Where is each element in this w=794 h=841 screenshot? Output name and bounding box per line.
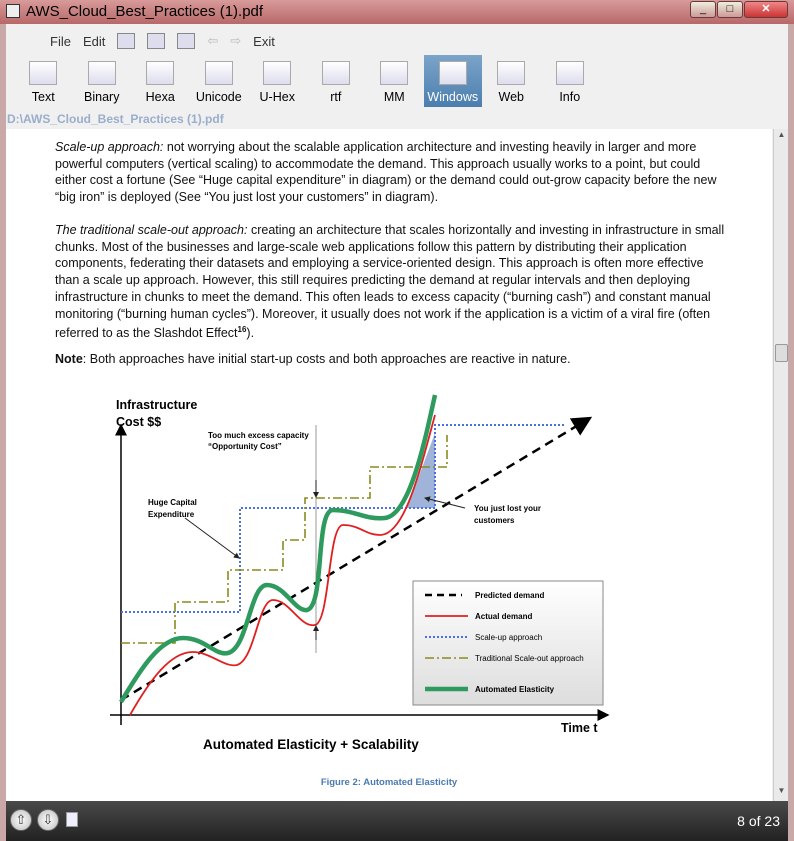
- scroll-thumb[interactable]: [775, 344, 788, 362]
- legend-actual: Actual demand: [475, 612, 532, 621]
- file-path: D:\AWS_Cloud_Best_Practices (1).pdf: [7, 112, 224, 126]
- paragraph-scale-out: The traditional scale-out approach: crea…: [55, 223, 725, 341]
- forward-arrow-icon[interactable]: ⇨: [230, 33, 242, 48]
- annotation-lost: You just lost your: [474, 504, 541, 513]
- title-bar: AWS_Cloud_Best_Practices (1).pdf _ □ ✕: [0, 0, 794, 24]
- toolbar-button-hexa[interactable]: Hexa: [131, 55, 190, 107]
- hexa-doc-icon: [146, 61, 175, 85]
- diagram-title: Automated Elasticity + Scalability: [203, 737, 419, 752]
- toolbar-button-label: Binary: [84, 90, 120, 104]
- scale-out-line: [121, 435, 448, 644]
- menu-file[interactable]: File: [50, 33, 71, 49]
- toolbar-button-label: Windows: [427, 90, 479, 104]
- next-page-icon[interactable]: ⇩: [37, 809, 59, 831]
- paragraph-note: Note: Both approaches have initial start…: [55, 352, 571, 366]
- paragraph-scale-up: Scale-up approach: not worrying about th…: [55, 140, 717, 205]
- back-arrow-icon[interactable]: ⇦: [207, 33, 219, 48]
- toolbar-button-label: MM: [383, 90, 405, 104]
- elasticity-diagram: Infrastructure Cost $$ Time t Automated …: [110, 394, 610, 752]
- bookmark-icon[interactable]: [147, 33, 166, 49]
- uhex-doc-icon: [263, 61, 292, 85]
- menu-exit[interactable]: Exit: [253, 33, 275, 49]
- document-view: Scale-up approach: not worrying about th…: [6, 129, 772, 801]
- app-icon: [6, 4, 20, 18]
- legend-scale-up: Scale-up approach: [475, 633, 542, 642]
- toolbar-button-rtf[interactable]: rtf: [307, 55, 366, 107]
- window-title: AWS_Cloud_Best_Practices (1).pdf: [26, 3, 264, 20]
- x-axis-label: Time t: [561, 721, 598, 735]
- toolbar-button-unicode[interactable]: Unicode: [190, 55, 249, 107]
- toolbar-button-mm[interactable]: MM: [365, 55, 424, 107]
- legend: Predicted demand Actual demand Scale-up …: [412, 580, 604, 706]
- toolbar-button-label: U-Hex: [259, 90, 295, 104]
- page-icon[interactable]: [66, 812, 78, 827]
- toolbar-button-binary[interactable]: Binary: [73, 55, 132, 107]
- app-frame: File Edit ⇦ ⇨ Exit Text Binary Hexa Unicode…: [6, 24, 788, 841]
- toolbar-button-label: Hexa: [145, 90, 175, 104]
- toolbar-button-label: Web: [498, 90, 524, 104]
- menu-bar: File Edit ⇦ ⇨ Exit: [6, 29, 275, 53]
- automated-elasticity-line: [119, 394, 438, 704]
- scroll-up-icon[interactable]: ▲: [777, 130, 786, 139]
- legend-elastic: Automated Elasticity: [475, 685, 555, 694]
- annotation-excess: Too much excess capacity: [208, 431, 309, 440]
- capex-arrow: [184, 517, 240, 559]
- print-icon[interactable]: [177, 33, 196, 49]
- minimize-button[interactable]: _: [690, 1, 716, 18]
- term-scale-up: Scale-up approach:: [55, 140, 164, 154]
- toolbar-button-label: rtf: [330, 90, 342, 104]
- vertical-scrollbar[interactable]: ▲ ▼: [773, 129, 788, 801]
- windows-doc-icon: [438, 61, 467, 85]
- binary-doc-icon: [87, 61, 116, 85]
- annotation-excess-2: “Opportunity Cost”: [208, 442, 282, 451]
- status-bar: ⇧ ⇩ 8 of 23: [6, 801, 788, 841]
- unicode-doc-icon: [204, 61, 233, 85]
- rtf-doc-icon: [321, 61, 350, 85]
- toolbar-button-text[interactable]: Text: [14, 55, 73, 107]
- mm-icon: [380, 61, 409, 85]
- toolbar-button-windows[interactable]: Windows: [423, 55, 482, 107]
- format-toolbar: Text Binary Hexa Unicode U-Hex rtf MM Windows We…: [14, 55, 599, 107]
- close-button[interactable]: ✕: [744, 1, 788, 18]
- annotation-capex-2: Expenditure: [148, 510, 195, 519]
- lost-arrow: [424, 496, 466, 509]
- maximize-button[interactable]: □: [717, 1, 743, 18]
- toolbar-button-web[interactable]: Web: [482, 55, 541, 107]
- legend-predicted: Predicted demand: [475, 591, 544, 600]
- y-axis-label-2: Cost $$: [116, 415, 161, 429]
- menu-edit[interactable]: Edit: [82, 33, 106, 49]
- y-axis-label-1: Infrastructure: [116, 398, 197, 412]
- previous-page-icon[interactable]: ⇧: [10, 809, 32, 831]
- annotation-capex: Huge Capital: [148, 498, 197, 507]
- text-doc-icon: [29, 61, 58, 85]
- toolbar-button-info[interactable]: Info: [541, 55, 600, 107]
- page-indicator: 8 of 23: [737, 813, 780, 829]
- footnote-ref[interactable]: 16: [237, 325, 247, 335]
- scroll-down-icon[interactable]: ▼: [777, 786, 786, 795]
- figure-caption: Figure 2: Automated Elasticity: [320, 777, 458, 788]
- toolbar-button-label: Info: [559, 90, 581, 104]
- actual-demand-line: [129, 414, 436, 716]
- toolbar-button-u-hex[interactable]: U-Hex: [248, 55, 307, 107]
- toolbar-button-label: Text: [31, 90, 55, 104]
- globe-icon: [497, 61, 526, 85]
- toolbar-button-label: Unicode: [195, 90, 242, 104]
- annotation-lost-2: customers: [474, 516, 515, 525]
- term-scale-out: The traditional scale-out approach:: [55, 223, 248, 237]
- film-icon[interactable]: [117, 33, 136, 49]
- info-icon: [555, 61, 584, 85]
- legend-scale-out: Traditional Scale-out approach: [475, 654, 584, 663]
